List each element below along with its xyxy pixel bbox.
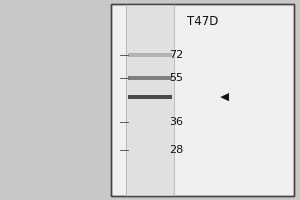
Bar bbox=[128, 76, 172, 80]
Text: 55: 55 bbox=[169, 73, 183, 83]
Bar bbox=[111, 4, 294, 196]
Text: 28: 28 bbox=[169, 145, 183, 155]
Bar bbox=[128, 53, 172, 57]
Text: 72: 72 bbox=[169, 50, 183, 60]
Text: 36: 36 bbox=[169, 117, 183, 127]
Polygon shape bbox=[221, 93, 229, 101]
Bar bbox=[128, 95, 172, 99]
Text: T47D: T47D bbox=[187, 15, 218, 28]
Bar bbox=[126, 4, 174, 196]
Bar bbox=[111, 4, 294, 196]
